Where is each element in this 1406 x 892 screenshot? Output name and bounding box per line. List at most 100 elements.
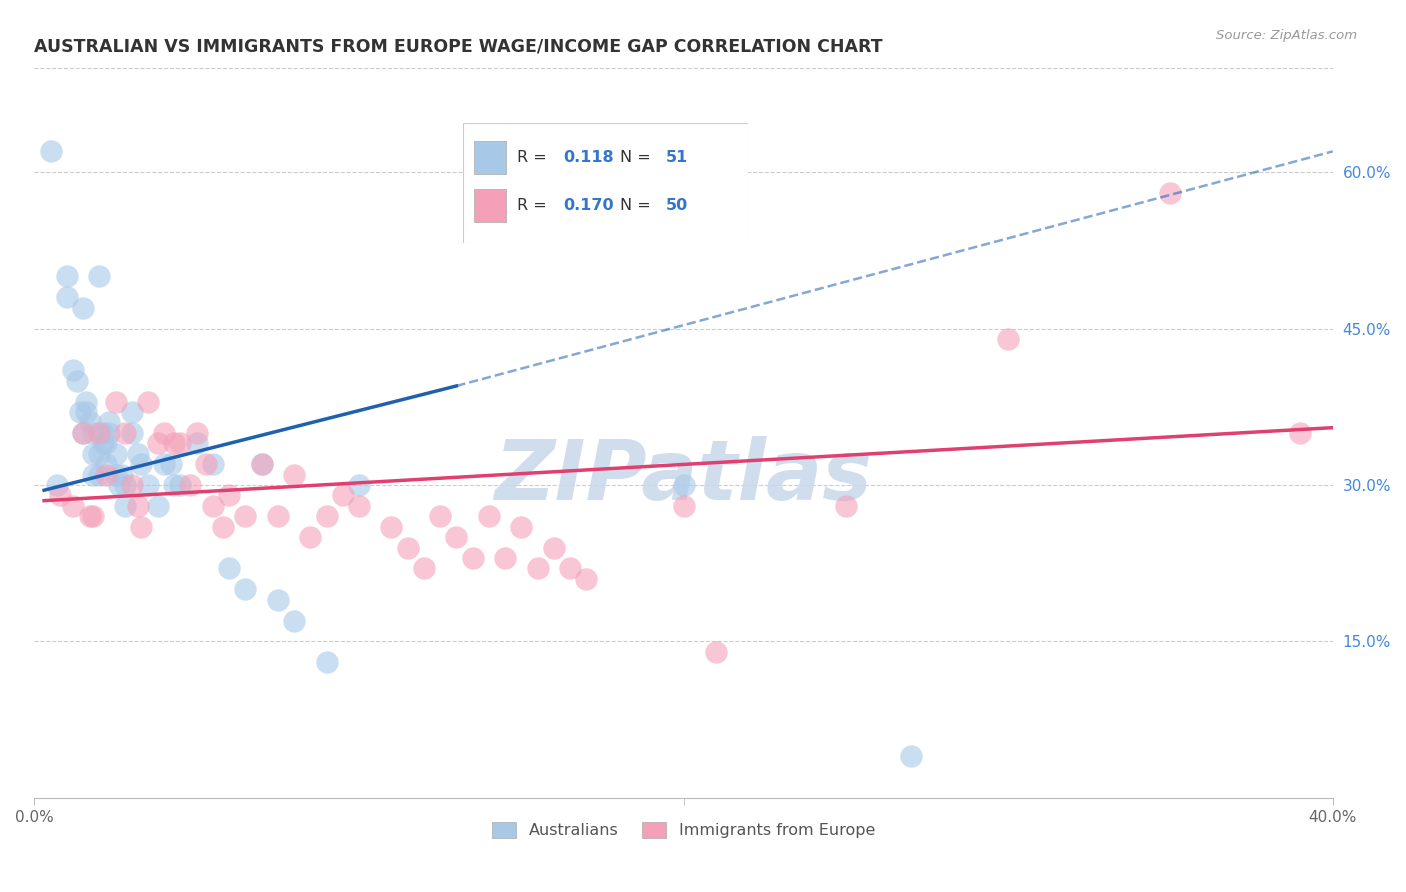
Point (98, 416, 121, 430)
Point (82, 425, 104, 440)
Point (543, 541, 565, 555)
Point (412, 561, 434, 575)
Point (75, 405, 97, 419)
Point (201, 499, 224, 513)
Point (461, 551, 484, 566)
Point (510, 519, 533, 533)
Point (91, 425, 114, 440)
Point (104, 467, 127, 482)
Point (186, 436, 208, 450)
Y-axis label: Wage/Income Gap: Wage/Income Gap (0, 363, 7, 503)
Point (89, 269, 111, 284)
Point (267, 592, 290, 607)
Point (91, 436, 114, 450)
Point (153, 425, 176, 440)
Point (179, 478, 201, 492)
Point (94, 467, 117, 482)
Point (111, 467, 134, 482)
Point (131, 457, 153, 471)
Point (82, 447, 104, 461)
Point (114, 425, 136, 440)
Point (72, 301, 94, 315)
Point (1159, 186, 1181, 200)
Point (104, 394, 127, 409)
Point (127, 447, 149, 461)
Point (94, 436, 117, 450)
Point (201, 457, 224, 471)
Point (163, 436, 186, 450)
Point (79, 416, 101, 430)
Point (900, 749, 922, 764)
Point (169, 478, 191, 492)
Legend: Australians, Immigrants from Europe: Australians, Immigrants from Europe (485, 815, 882, 845)
Point (94, 457, 117, 471)
Point (195, 457, 218, 471)
Point (526, 561, 548, 575)
Point (82, 509, 104, 524)
Point (56, 269, 79, 284)
Point (429, 509, 451, 524)
Point (186, 425, 208, 440)
Point (235, 509, 257, 524)
Point (127, 499, 149, 513)
Point (49, 488, 72, 502)
Point (62, 499, 84, 513)
Point (396, 541, 419, 555)
Point (65, 374, 87, 388)
Point (997, 332, 1019, 346)
Point (121, 405, 143, 419)
Point (672, 478, 695, 492)
Point (478, 509, 501, 524)
Point (835, 499, 858, 513)
Point (98, 425, 121, 440)
Point (114, 478, 136, 492)
Point (332, 488, 354, 502)
Point (131, 519, 153, 533)
Point (299, 530, 322, 544)
Point (79, 509, 101, 524)
Point (1289, 425, 1312, 440)
Point (347, 499, 370, 513)
Point (114, 499, 136, 513)
Point (704, 645, 727, 659)
Point (69, 405, 91, 419)
Text: ZIPatlas: ZIPatlas (495, 436, 873, 517)
Point (104, 447, 127, 461)
Point (89, 467, 111, 482)
Point (136, 394, 159, 409)
Point (75, 394, 97, 409)
Point (315, 509, 337, 524)
Point (72, 425, 94, 440)
Point (446, 530, 468, 544)
Point (89, 447, 111, 461)
Text: AUSTRALIAN VS IMMIGRANTS FROM EUROPE WAGE/INCOME GAP CORRELATION CHART: AUSTRALIAN VS IMMIGRANTS FROM EUROPE WAG… (34, 37, 883, 55)
Point (153, 457, 176, 471)
Point (672, 499, 695, 513)
Point (575, 572, 598, 586)
Text: Source: ZipAtlas.com: Source: ZipAtlas.com (1216, 29, 1357, 42)
Point (494, 551, 516, 566)
Point (107, 478, 129, 492)
Point (218, 488, 240, 502)
Point (283, 467, 305, 482)
Point (39, 145, 62, 159)
Point (235, 582, 257, 597)
Point (267, 509, 290, 524)
Point (136, 478, 159, 492)
Point (283, 614, 305, 628)
Point (121, 425, 143, 440)
Point (169, 436, 191, 450)
Point (250, 457, 273, 471)
Point (315, 655, 337, 669)
Point (380, 519, 402, 533)
Point (56, 290, 79, 304)
Point (89, 425, 111, 440)
Point (146, 499, 169, 513)
Point (347, 478, 370, 492)
Point (211, 519, 233, 533)
Point (218, 561, 240, 575)
Point (72, 425, 94, 440)
Point (121, 478, 143, 492)
Point (250, 457, 273, 471)
Point (146, 436, 169, 450)
